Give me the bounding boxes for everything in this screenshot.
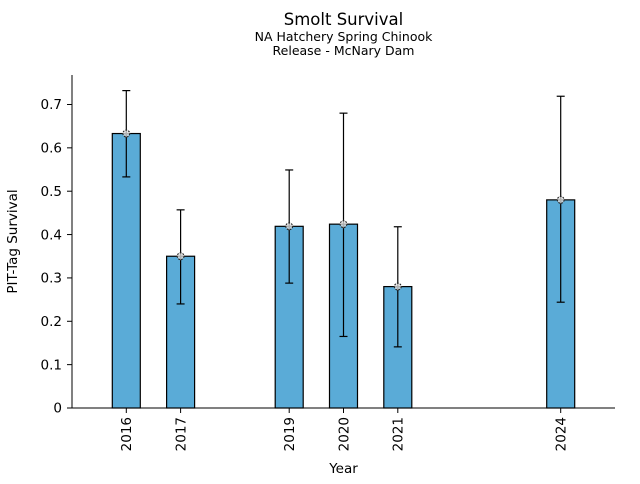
marker-2021: [393, 282, 402, 291]
y-tick-label-0.2: 0.2: [41, 314, 62, 330]
marker-2017: [176, 252, 185, 261]
y-axis-label: PIT-Tag Survival: [5, 189, 21, 293]
marker-2024: [556, 195, 565, 204]
y-tick-label-0.5: 0.5: [41, 184, 62, 200]
x-tick-label-2024: 2024: [554, 417, 570, 451]
x-axis-label: Year: [328, 461, 358, 477]
marker-2019: [285, 222, 294, 231]
x-tick-label-2017: 2017: [173, 417, 189, 451]
chart-subtitle-line-2: Release - McNary Dam: [272, 42, 415, 58]
x-tick-label-2016: 2016: [119, 417, 135, 451]
y-tick-label-0: 0: [53, 401, 62, 417]
title-block: Smolt Survival NA Hatchery Spring Chinoo…: [72, 10, 615, 57]
marker-2020: [339, 220, 348, 229]
x-tick-label-2019: 2019: [282, 417, 298, 451]
y-tick-label-0.3: 0.3: [41, 271, 62, 287]
y-tick-label-0.4: 0.4: [41, 227, 62, 243]
y-tick-label-0.7: 0.7: [41, 97, 62, 113]
marker-2016: [122, 129, 131, 138]
y-tick-label-0.1: 0.1: [41, 357, 62, 373]
x-tick-label-2020: 2020: [336, 417, 352, 451]
bar-2016: [111, 132, 141, 409]
chart-subtitle-line-1: NA Hatchery Spring Chinook: [254, 29, 433, 44]
x-tick-label-2021: 2021: [391, 417, 407, 451]
chart-title: Smolt Survival: [283, 10, 404, 29]
y-tick-label-0.6: 0.6: [41, 141, 62, 157]
